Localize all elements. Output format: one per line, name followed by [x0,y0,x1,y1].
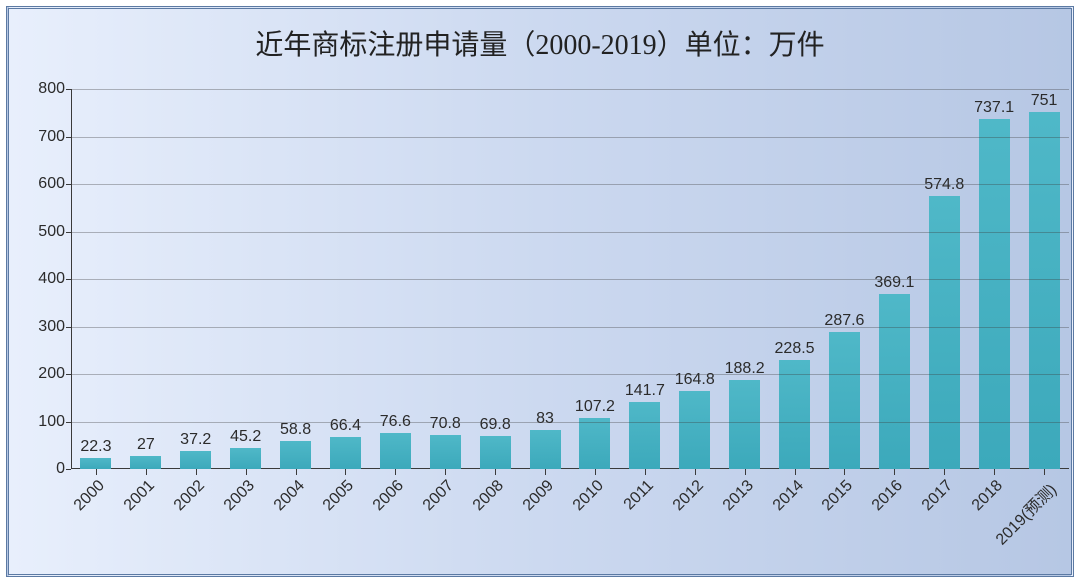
x-category-label: 2005 [320,477,358,515]
x-tick [445,469,446,475]
x-category-label: 2000 [71,477,109,515]
bar: 188.2 [729,380,760,469]
bar-value-label: 70.8 [430,415,461,435]
y-tick [66,374,71,375]
bar: 228.5 [779,360,810,469]
grid-line [71,137,1069,138]
bar: 107.2 [579,418,610,469]
x-category-label: 2007 [420,477,458,515]
bar-value-label: 69.8 [480,416,511,436]
x-tick [795,469,796,475]
x-tick [146,469,147,475]
bar: 83 [530,430,561,469]
bar: 58.8 [280,441,311,469]
bar: 164.8 [679,391,710,469]
bar: 369.1 [879,294,910,469]
x-category-label: 2018 [969,477,1007,515]
y-tick [66,469,71,470]
plot-area: 22.3 27 37.2 45.2 58.8 66.4 76.6 70.8 69.8 83 107.… [71,89,1069,469]
x-tick [894,469,895,475]
x-tick [296,469,297,475]
bar: 66.4 [330,437,361,469]
x-category-label: 2002 [171,477,209,515]
x-category-label: 2016 [869,477,907,515]
x-tick [345,469,346,475]
outer-frame: 近年商标注册申请量（2000-2019）单位：万件 22.3 27 37.2 45.2… [0,0,1080,583]
bar: 22.3 [80,458,111,469]
x-tick [96,469,97,475]
y-tick [66,327,71,328]
grid-line [71,374,1069,375]
x-tick [844,469,845,475]
x-tick [545,469,546,475]
bar-value-label: 83 [536,410,554,430]
grid-line [71,327,1069,328]
grid-line [71,279,1069,280]
bar-value-label: 58.8 [280,421,311,441]
x-tick [695,469,696,475]
bar-value-label: 751 [1031,92,1058,112]
x-tick [944,469,945,475]
x-category-label: 2013 [719,477,757,515]
bar: 76.6 [380,433,411,469]
y-tick [66,422,71,423]
bar-value-label: 27 [137,436,155,456]
grid-line [71,89,1069,90]
bar-value-label: 45.2 [230,428,261,448]
bar-value-label: 287.6 [824,312,864,332]
y-tick [66,184,71,185]
x-tick [645,469,646,475]
bar-value-label: 22.3 [80,438,111,458]
y-tick [66,279,71,280]
bar: 37.2 [180,451,211,469]
bar-value-label: 107.2 [575,398,615,418]
y-tick [66,137,71,138]
y-tick [66,232,71,233]
grid-line [71,184,1069,185]
x-category-label: 2004 [270,477,308,515]
x-tick [745,469,746,475]
grid-line [71,422,1069,423]
bar-value-label: 737.1 [974,99,1014,119]
bar-value-label: 369.1 [874,274,914,294]
bar-value-label: 188.2 [725,360,765,380]
bar: 69.8 [480,436,511,469]
bar-value-label: 141.7 [625,382,665,402]
x-category-label: 2009 [520,477,558,515]
bar: 70.8 [430,435,461,469]
x-tick [495,469,496,475]
bar: 737.1 [979,119,1010,469]
bar-value-label: 574.8 [924,176,964,196]
x-category-label: 2008 [470,477,508,515]
grid-line [71,232,1069,233]
bar: 751 [1029,112,1060,469]
x-category-label: 2010 [570,477,608,515]
bar: 27 [130,456,161,469]
x-category-label: 2001 [121,477,159,515]
bar-value-label: 66.4 [330,417,361,437]
bar: 45.2 [230,448,261,469]
x-tick [246,469,247,475]
bar-value-label: 76.6 [380,413,411,433]
chart-title: 近年商标注册申请量（2000-2019）单位：万件 [9,23,1071,63]
bar-value-label: 37.2 [180,431,211,451]
x-category-label: 2012 [670,477,708,515]
x-category-label: 2011 [621,477,658,514]
x-category-label: 2015 [819,477,857,515]
bar: 141.7 [629,402,660,469]
x-category-label: 2017 [919,477,957,515]
bar-value-label: 228.5 [775,340,815,360]
bar: 574.8 [929,196,960,469]
x-category-label: 2006 [370,477,408,515]
y-tick [66,89,71,90]
x-tick [395,469,396,475]
chart-canvas: 近年商标注册申请量（2000-2019）单位：万件 22.3 27 37.2 45.2… [6,6,1074,577]
bar: 287.6 [829,332,860,469]
x-tick [1044,469,1045,475]
x-tick [994,469,995,475]
x-category-label: 2003 [220,477,258,515]
x-tick [196,469,197,475]
x-tick [595,469,596,475]
x-category-label: 2014 [769,477,807,515]
